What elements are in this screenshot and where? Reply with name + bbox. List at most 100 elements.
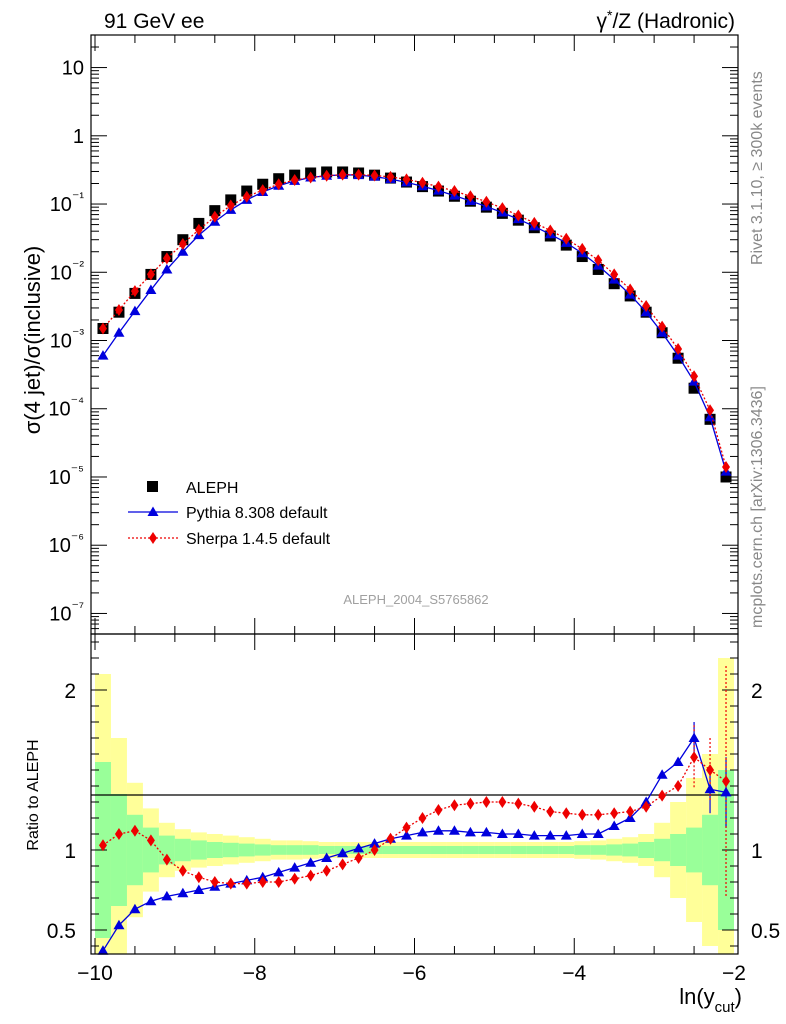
ratio-band-inner: [254, 844, 271, 856]
x-tick-label: −10: [77, 962, 113, 985]
ratio-y-tick-label-right: 2: [751, 680, 763, 703]
side-label-rivet: Rivet 3.1.10, ≥ 300k events: [749, 71, 766, 265]
x-axis-label-main: ln(y: [679, 984, 714, 1009]
ratio-pythia-point: [608, 820, 620, 830]
ratio-pythia-point: [656, 769, 668, 779]
main-panel: 10 1 10⁻¹ 10⁻² 10⁻³ 10⁻⁴ 10⁻⁵ 10⁻⁶ 10⁻⁷ ALEPH_20…: [48, 34, 739, 635]
ratio-band-inner: [414, 846, 431, 854]
ratio-sherpa-point: [258, 876, 267, 888]
ratio-y-tick-label: 2: [64, 680, 76, 703]
sherpa-point: [114, 303, 123, 316]
sherpa-point: [226, 199, 235, 212]
ratio-pythia-point: [720, 786, 732, 797]
ratio-sherpa-point: [626, 805, 635, 818]
sherpa-point: [418, 176, 427, 189]
x-axis-label: ln(ycut): [679, 984, 742, 1016]
sherpa-point: [546, 224, 555, 237]
ratio-sherpa-point: [146, 834, 155, 847]
ratio-series: [97, 666, 732, 955]
sherpa-point: [594, 254, 603, 267]
ratio-sherpa-point: [466, 797, 475, 810]
ratio-band-inner: [190, 840, 207, 860]
legend-marker-aleph: [147, 481, 158, 492]
ratio-sherpa-point: [514, 797, 523, 810]
ratio-band-inner: [398, 846, 415, 854]
ratio-pythia-point: [432, 825, 444, 835]
ratio-pythia-point: [177, 887, 189, 898]
pythia-point: [145, 284, 157, 294]
ratio-pythia-point: [401, 830, 413, 840]
ratio-pythia-point: [672, 756, 684, 766]
ratio-band-inner: [286, 845, 303, 855]
pythia-point: [161, 263, 173, 274]
sherpa-point: [98, 322, 107, 335]
ratio-ticks: −10 −8 −6 −4 −20.5 0.51 12 2: [47, 634, 780, 985]
main-y-tick-label: 10⁻³: [50, 326, 85, 353]
main-y-tick-label: 10⁻²: [50, 257, 85, 284]
ratio-sherpa-point: [114, 828, 123, 840]
ratio-band-inner: [478, 846, 495, 854]
ratio-sherpa-point: [402, 821, 411, 834]
sherpa-point: [130, 285, 139, 298]
ratio-sherpa-point: [274, 876, 283, 888]
ratio-sherpa-point: [98, 839, 107, 852]
sherpa-point: [658, 320, 667, 333]
ratio-band-inner: [174, 838, 191, 862]
ratio-pythia-point: [129, 903, 141, 914]
ratio-sherpa-point: [178, 864, 187, 877]
legend-label-aleph: ALEPH: [186, 480, 238, 497]
ratio-band-inner: [526, 846, 543, 854]
ratio-sherpa-point: [674, 780, 683, 792]
sherpa-point: [674, 343, 683, 356]
x-tick-label: −8: [243, 962, 267, 985]
ratio-sherpa-point: [322, 864, 331, 877]
ratio-band-inner: [542, 846, 559, 854]
ratio-bands: [94, 658, 735, 954]
ratio-band-inner: [638, 842, 655, 858]
ratio-pythia-point: [337, 847, 349, 858]
sherpa-point: [322, 169, 331, 182]
main-y-tick-label: 10⁻⁶: [49, 530, 84, 557]
x-tick-label: −6: [403, 962, 427, 985]
sherpa-point: [562, 232, 571, 245]
ratio-pythia-line: [102, 736, 727, 952]
ratio-sherpa-point: [530, 800, 539, 813]
pythia-point: [113, 327, 125, 337]
ratio-sherpa-point: [354, 852, 363, 864]
main-y-tick-label: 10⁻⁷: [49, 598, 84, 625]
ratio-band-inner: [494, 846, 511, 854]
legend-item-aleph: ALEPH: [147, 480, 238, 497]
left-title: 91 GeV ee: [104, 10, 204, 33]
sherpa-point: [722, 461, 731, 474]
aleph-data-point: [193, 217, 205, 229]
right-title-symbol: γ: [597, 10, 608, 33]
ratio-pythia-point: [704, 783, 716, 794]
ratio-y-tick-label: 1: [64, 840, 76, 863]
main-y-tick-label: 1: [73, 126, 84, 148]
ratio-band-inner: [558, 846, 575, 854]
ratio-band-inner: [302, 845, 319, 855]
sherpa-point: [690, 370, 699, 383]
ratio-sherpa-point: [546, 805, 555, 818]
sherpa-point: [514, 209, 523, 222]
ratio-sherpa-point: [338, 858, 347, 871]
sherpa-point: [386, 170, 395, 183]
right-title-rest: /Z (Hadronic): [612, 10, 735, 33]
sherpa-point: [610, 268, 619, 281]
sherpa-point: [642, 300, 651, 313]
ratio-pythia-point: [592, 828, 604, 838]
sherpa-point: [162, 252, 171, 265]
ratio-band-inner: [446, 846, 463, 854]
ratio-pythia-point: [416, 826, 428, 837]
ratio-band-inner: [702, 814, 719, 886]
ratio-band-inner: [222, 842, 239, 858]
ratio-sherpa-point: [658, 789, 667, 802]
ratio-pythia-point: [528, 830, 540, 840]
ratio-pythia-point: [353, 842, 365, 853]
ratio-band-inner: [590, 845, 607, 855]
sherpa-point: [370, 169, 379, 182]
pythia-line: [102, 174, 727, 472]
ratio-pythia-point: [496, 828, 508, 838]
ratio-pythia-point: [560, 830, 572, 840]
